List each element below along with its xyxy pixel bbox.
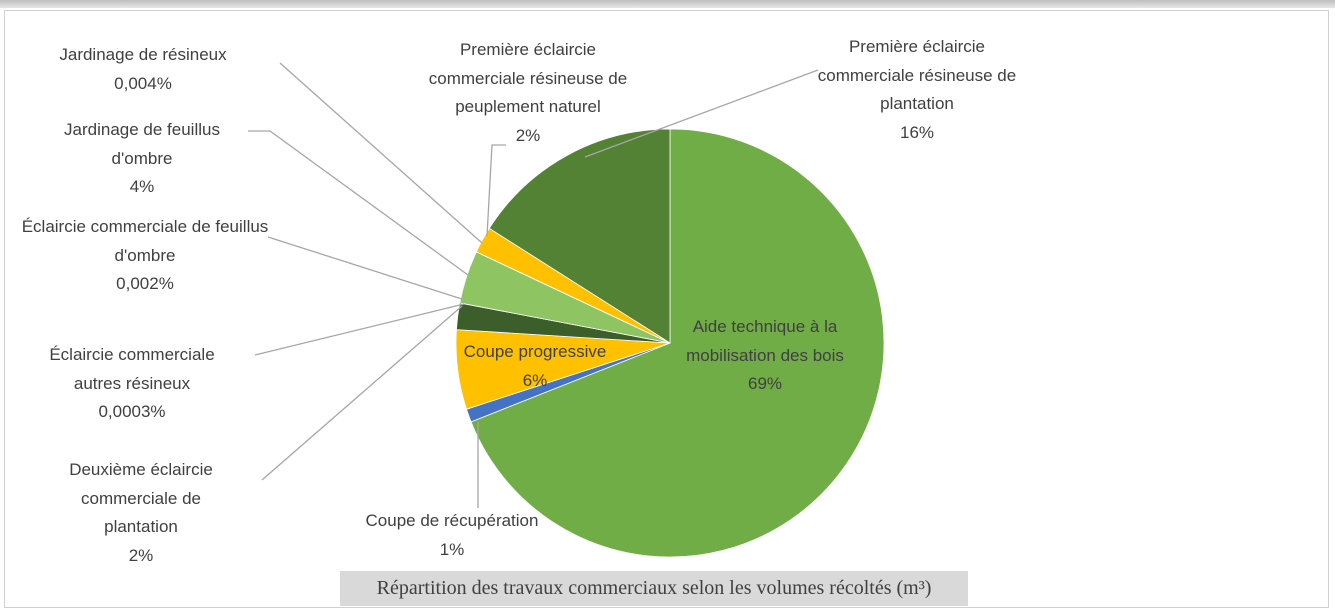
leader-line bbox=[279, 62, 483, 244]
value-label: 16% bbox=[899, 122, 935, 142]
pie-slice bbox=[488, 128, 671, 344]
slice-label: Première éclaircie commerciale résineuse… bbox=[817, 33, 1017, 147]
value-label: 0,002% bbox=[116, 274, 174, 293]
value-label: 2% bbox=[515, 125, 541, 145]
value-label: 4% bbox=[129, 177, 155, 196]
slice-label: Coupe progressive 6% bbox=[440, 338, 630, 395]
slice-label: Coupe de récupération 1% bbox=[352, 507, 552, 564]
value-label: 69% bbox=[747, 374, 783, 393]
leader-line bbox=[261, 305, 463, 481]
category-label: Première éclaircie commerciale résineuse… bbox=[817, 37, 1017, 113]
value-label: 0,004% bbox=[114, 73, 172, 93]
slice-label: Éclaircie commerciale autres résineux 0,0… bbox=[32, 341, 232, 427]
slice-label: Jardinage de feuillus d'ombre 4% bbox=[35, 116, 250, 202]
slice-label: Deuxième éclaircie commerciale de planta… bbox=[56, 456, 226, 570]
category-label: Éclaircie commerciale de feuillus d'ombr… bbox=[21, 217, 269, 265]
slice-label: Jardinage de résineux 0,004% bbox=[28, 41, 258, 98]
category-label: Éclaircie commerciale autres résineux bbox=[49, 345, 215, 393]
category-label: Coupe de récupération bbox=[365, 511, 539, 530]
category-label: Coupe progressive bbox=[463, 342, 607, 361]
category-label: Jardinage de résineux bbox=[59, 45, 227, 64]
leader-line bbox=[584, 69, 819, 158]
top-stripe bbox=[0, 0, 1335, 8]
value-label: 0,0003% bbox=[98, 402, 166, 421]
chart-title: Répartition des travaux commerciaux selo… bbox=[340, 571, 968, 606]
category-label: Deuxième éclaircie commerciale de planta… bbox=[69, 460, 213, 536]
category-label: Jardinage de feuillus d'ombre bbox=[64, 120, 220, 168]
value-label: 2% bbox=[128, 545, 154, 565]
leader-line bbox=[486, 144, 506, 237]
leader-line bbox=[254, 303, 465, 356]
pie-slice bbox=[470, 128, 885, 558]
category-label: Première éclaircie commerciale résineuse… bbox=[428, 40, 628, 116]
value-label: 6% bbox=[522, 370, 548, 390]
category-label: Aide technique à la mobilisation des boi… bbox=[686, 317, 844, 365]
slice-label: Aide technique à la mobilisation des boi… bbox=[665, 313, 865, 399]
leader-line bbox=[267, 236, 466, 301]
value-label: 1% bbox=[439, 539, 465, 559]
slice-label: Première éclaircie commerciale résineuse… bbox=[428, 36, 628, 150]
chart-frame bbox=[4, 10, 1329, 608]
slice-label: Éclaircie commerciale de feuillus d'ombr… bbox=[20, 213, 270, 299]
leader-line bbox=[248, 130, 469, 276]
